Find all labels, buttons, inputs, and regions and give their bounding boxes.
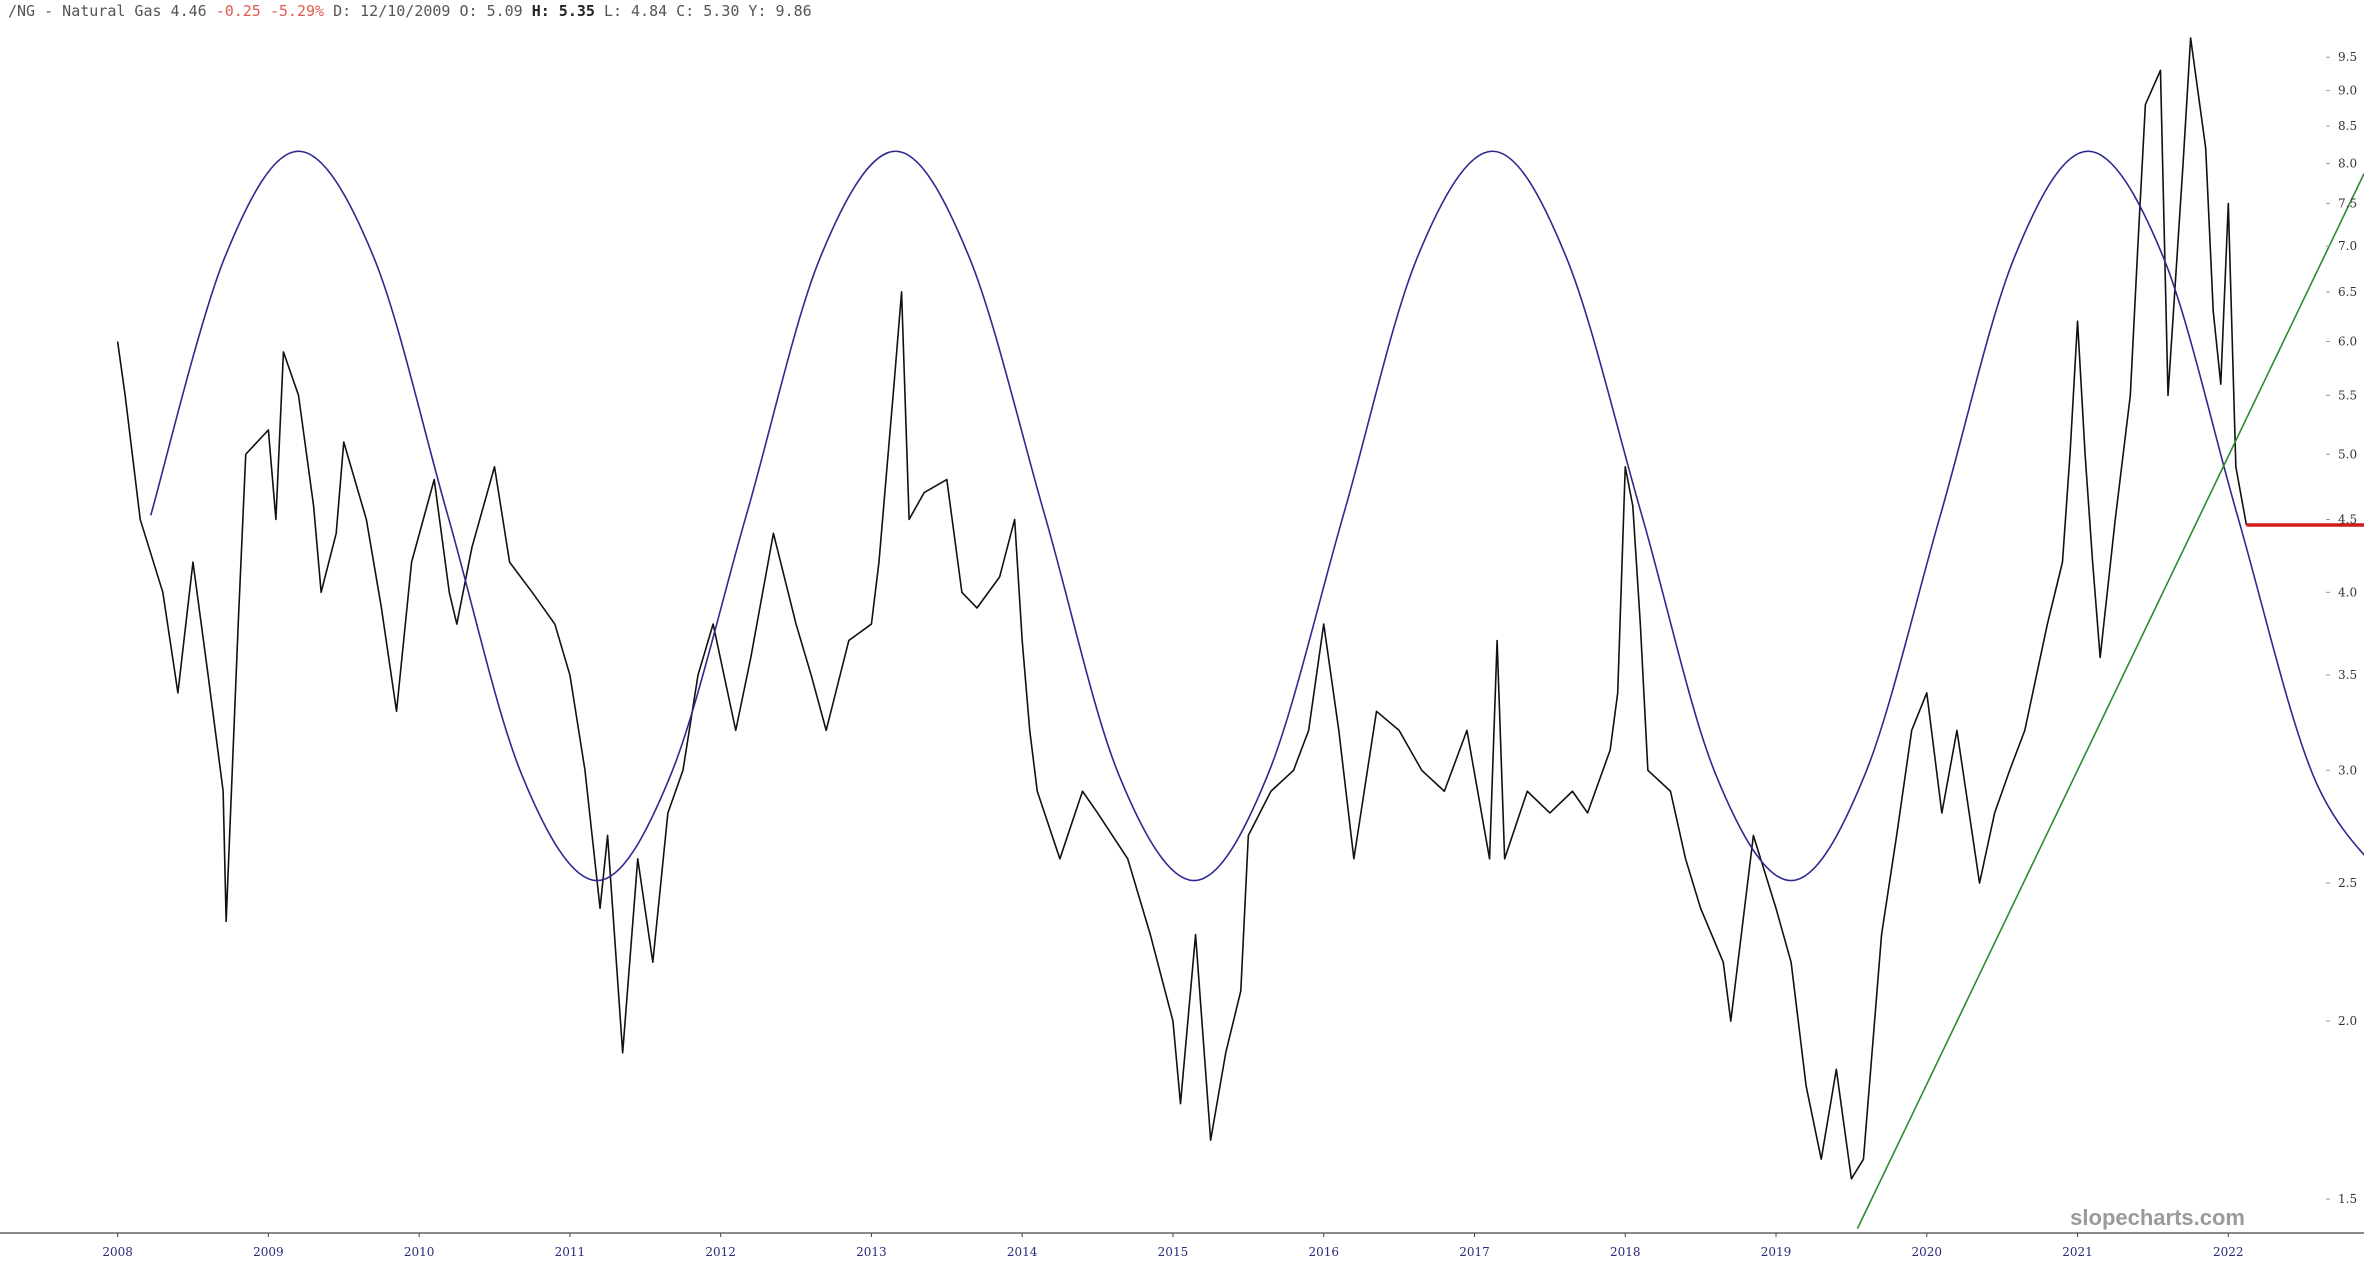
y-tick-label: 9.5 xyxy=(2338,50,2357,64)
y-tick-label: 2.5 xyxy=(2338,876,2357,890)
x-tick-label: 2008 xyxy=(102,1245,133,1259)
y-tick-label: 9.0 xyxy=(2338,84,2357,98)
y-tick-label: 3.5 xyxy=(2338,668,2357,682)
y-tick-label: 4.5 xyxy=(2338,512,2357,526)
x-tick-label: 2011 xyxy=(555,1245,586,1259)
header-part: /NG - Natural Gas 4.46 xyxy=(8,2,207,20)
x-tick-label: 2009 xyxy=(253,1245,284,1259)
series-line xyxy=(116,37,2248,1180)
x-tick-label: 2014 xyxy=(1007,1245,1038,1259)
x-tick-label: 2012 xyxy=(705,1245,736,1259)
y-tick-label: 7.5 xyxy=(2338,196,2357,210)
y-tick-label: 4.0 xyxy=(2338,585,2357,599)
y-tick-label: 5.0 xyxy=(2338,447,2357,461)
series-line xyxy=(1856,173,2364,1230)
x-tick-label: 2019 xyxy=(1761,1245,1792,1259)
header-part: L: 4.84 C: 5.30 Y: 9.86 xyxy=(604,2,812,20)
series-line xyxy=(149,150,2364,882)
header-part: -0.25 -5.29% xyxy=(216,2,324,20)
header-part: H: 5.35 xyxy=(532,2,595,20)
y-tick-label: 8.0 xyxy=(2338,156,2357,170)
y-tick-label: 7.0 xyxy=(2338,239,2357,253)
x-tick-label: 2018 xyxy=(1610,1245,1641,1259)
y-tick-label: 1.5 xyxy=(2338,1192,2357,1206)
y-tick-label: 6.5 xyxy=(2338,285,2357,299)
x-tick-label: 2015 xyxy=(1158,1245,1189,1259)
x-tick-label: 2017 xyxy=(1459,1245,1490,1259)
x-tick-label: 2020 xyxy=(1912,1245,1943,1259)
y-tick-label: 5.5 xyxy=(2338,388,2357,402)
plot xyxy=(116,37,2364,1230)
y-tick-label: 8.5 xyxy=(2338,119,2357,133)
x-tick-label: 2016 xyxy=(1308,1245,1339,1259)
x-tick-label: 2022 xyxy=(2213,1245,2244,1259)
header-part: D: 12/10/2009 O: 5.09 xyxy=(333,2,523,20)
x-tick-label: 2013 xyxy=(856,1245,887,1259)
x-tick-label: 2010 xyxy=(404,1245,435,1259)
header: /NG - Natural Gas 4.46 -0.25 -5.29% D: 12/… xyxy=(8,2,812,20)
x-tick-label: 2021 xyxy=(2062,1245,2093,1259)
y-tick-label: 3.0 xyxy=(2338,763,2357,777)
y-tick-label: 2.0 xyxy=(2338,1014,2357,1028)
watermark: slopecharts.com xyxy=(2070,1205,2245,1230)
y-tick-label: 6.0 xyxy=(2338,334,2357,348)
